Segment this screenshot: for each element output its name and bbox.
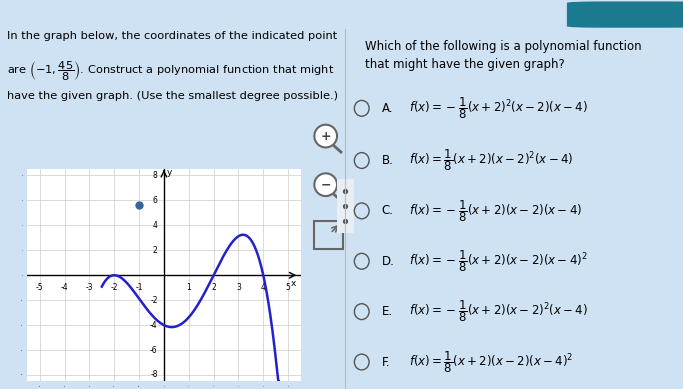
Text: 4: 4 [261, 283, 266, 292]
Text: -2: -2 [150, 296, 158, 305]
Text: -6: -6 [150, 345, 158, 354]
Text: $f(x) = -\dfrac{1}{8}(x+2)(x-2)^2(x-4)$: $f(x) = -\dfrac{1}{8}(x+2)(x-2)^2(x-4)$ [408, 299, 587, 324]
Text: F.: F. [382, 356, 390, 368]
Text: $f(x) = \dfrac{1}{8}(x+2)(x-2)^2(x-4)$: $f(x) = \dfrac{1}{8}(x+2)(x-2)^2(x-4)$ [408, 148, 573, 173]
Text: B.: B. [382, 154, 393, 167]
Text: -2: -2 [111, 283, 118, 292]
Text: 6: 6 [153, 196, 158, 205]
Text: -1: -1 [135, 283, 143, 292]
Circle shape [314, 173, 337, 196]
Text: -5: -5 [36, 283, 44, 292]
Text: D.: D. [382, 255, 395, 268]
FancyBboxPatch shape [336, 176, 354, 236]
Text: −: − [320, 178, 331, 191]
Text: E.: E. [382, 305, 393, 318]
Circle shape [314, 125, 337, 147]
Text: $f(x) = -\dfrac{1}{8}(x+2)^2(x-2)(x-4)$: $f(x) = -\dfrac{1}{8}(x+2)^2(x-2)(x-4)$ [408, 95, 587, 121]
Text: C.: C. [382, 204, 394, 217]
Text: $f(x) = \dfrac{1}{8}(x+2)(x-2)(x-4)^2$: $f(x) = \dfrac{1}{8}(x+2)(x-2)(x-4)^2$ [408, 349, 573, 375]
Text: 3: 3 [236, 283, 241, 292]
Text: 5: 5 [285, 283, 290, 292]
Text: 2: 2 [153, 246, 158, 255]
Text: $f(x) = -\dfrac{1}{8}(x+2)(x-2)(x-4)^2$: $f(x) = -\dfrac{1}{8}(x+2)(x-2)(x-4)^2$ [408, 249, 587, 274]
Text: y: y [167, 168, 172, 177]
Text: In the graph below, the coordinates of the indicated point: In the graph below, the coordinates of t… [7, 31, 337, 41]
Text: Which of the following is a polynomial function
that might have the given graph?: Which of the following is a polynomial f… [365, 40, 642, 71]
Text: 8: 8 [153, 171, 158, 180]
Text: +: + [320, 130, 331, 142]
Text: $f(x) = -\dfrac{1}{8}(x+2)(x-2)(x-4)$: $f(x) = -\dfrac{1}{8}(x+2)(x-2)(x-4)$ [408, 198, 582, 224]
FancyBboxPatch shape [567, 2, 683, 28]
Text: A.: A. [382, 102, 393, 115]
Text: 4: 4 [153, 221, 158, 230]
Text: -8: -8 [150, 370, 158, 380]
Text: -3: -3 [85, 283, 93, 292]
Text: have the given graph. (Use the smallest degree possible.): have the given graph. (Use the smallest … [7, 91, 338, 101]
Text: -4: -4 [61, 283, 68, 292]
Text: -4: -4 [150, 321, 158, 329]
Text: 1: 1 [186, 283, 191, 292]
Text: x: x [290, 279, 296, 288]
Text: 2: 2 [211, 283, 216, 292]
Text: are $\left(-1,\dfrac{45}{8}\right)$. Construct a polynomial function that might: are $\left(-1,\dfrac{45}{8}\right)$. Con… [7, 59, 334, 83]
